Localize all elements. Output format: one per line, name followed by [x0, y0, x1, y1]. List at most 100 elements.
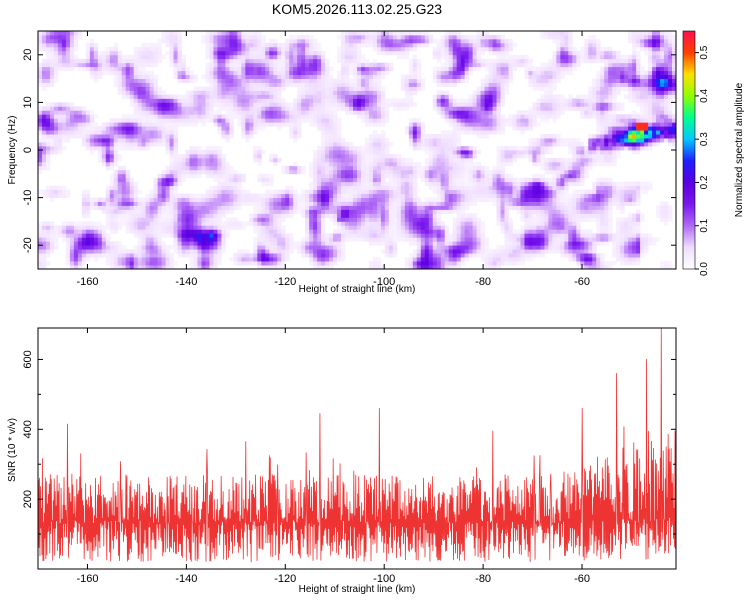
heatmap-cell — [121, 142, 127, 147]
heatmap-cell — [380, 138, 386, 143]
heatmap-cell — [488, 130, 493, 135]
heatmap-cell — [468, 130, 474, 135]
heatmap-cell — [133, 245, 139, 250]
heatmap-cell — [321, 126, 326, 131]
heatmap-cell — [297, 102, 302, 107]
heatmap-cell — [376, 150, 382, 155]
heatmap-cell — [349, 209, 354, 214]
heatmap-cell — [161, 185, 166, 191]
heatmap-cell — [376, 169, 382, 175]
heatmap-cell — [189, 245, 194, 250]
heatmap-cell — [345, 153, 350, 159]
heatmap-cell — [237, 74, 242, 79]
heatmap-cell — [181, 102, 186, 107]
heatmap-cell — [392, 221, 398, 226]
heatmap-cell — [41, 161, 47, 167]
heatmap-cell — [177, 153, 182, 159]
heatmap-cell — [289, 58, 294, 64]
heatmap-cell — [229, 102, 234, 107]
heatmap-cell — [392, 157, 398, 163]
heatmap-cell — [189, 169, 194, 175]
heatmap-cell — [309, 237, 314, 242]
heatmap-cell — [476, 114, 482, 119]
heatmap-cell — [89, 46, 95, 52]
heatmap-cell — [333, 134, 338, 139]
heatmap-cell — [229, 185, 234, 191]
heatmap-cell — [309, 201, 314, 206]
heatmap-cell — [448, 233, 454, 238]
heatmap-cell — [81, 237, 87, 242]
heatmap-cell — [372, 78, 378, 83]
heatmap-cell — [133, 142, 139, 147]
heatmap-cell — [313, 102, 318, 107]
heatmap-cell — [45, 110, 51, 115]
heatmap-cell — [225, 221, 230, 226]
heatmap-cell — [141, 261, 147, 266]
heatmap-cell — [177, 161, 182, 167]
heatmap-cell — [484, 114, 489, 119]
heatmap-cell — [329, 142, 334, 147]
heatmap-cell — [321, 130, 326, 135]
heatmap-cell — [364, 118, 370, 123]
heatmap-cell — [357, 114, 362, 119]
heatmap-cell — [221, 46, 226, 52]
heatmap-cell — [209, 74, 214, 79]
heatmap-cell — [269, 217, 274, 222]
heatmap-cell — [329, 173, 334, 179]
heatmap-cell — [117, 66, 123, 72]
heatmap-cell — [141, 233, 147, 238]
heatmap-cell — [213, 98, 218, 103]
heatmap-cell — [201, 253, 206, 258]
heatmap-cell — [105, 161, 111, 167]
heatmap-cell — [245, 86, 250, 91]
heatmap-cell — [384, 142, 390, 147]
heatmap-cell — [273, 86, 278, 91]
heatmap-cell — [384, 217, 390, 222]
heatmap-cell — [416, 265, 422, 269]
heatmap-cell — [325, 177, 330, 183]
heatmap-cell — [345, 161, 350, 167]
heatmap-cell — [492, 34, 497, 40]
heatmap-cell — [201, 257, 206, 262]
heatmap-cell — [456, 261, 462, 266]
heatmap-cell — [404, 38, 410, 44]
heatmap-cell — [301, 94, 306, 99]
heatmap-cell — [357, 31, 362, 36]
heatmap-cell — [357, 213, 362, 218]
heatmap-cell — [38, 66, 43, 72]
heatmap-cell — [149, 249, 155, 254]
heatmap-cell — [45, 253, 51, 258]
heatmap-cell — [157, 237, 163, 242]
heatmap-cell — [357, 98, 362, 103]
heatmap-cell — [41, 70, 47, 76]
heatmap-cell — [436, 169, 442, 175]
heatmap-cell — [69, 110, 75, 115]
heatmap-cell — [380, 177, 386, 183]
heatmap-cell — [388, 181, 394, 187]
heatmap-cell — [213, 173, 218, 179]
heatmap-cell — [173, 134, 178, 139]
heatmap-cell — [333, 205, 338, 210]
heatmap-cell — [337, 209, 342, 214]
heatmap-cell — [281, 169, 286, 175]
heatmap-cell — [289, 102, 294, 107]
heatmap-cell — [285, 114, 290, 119]
heatmap-cell — [341, 50, 346, 56]
heatmap-cell — [257, 38, 262, 44]
heatmap-cell — [416, 213, 422, 218]
heatmap-cell — [468, 46, 474, 52]
heatmap-cell — [321, 82, 326, 87]
heatmap-cell — [129, 138, 135, 143]
heatmap-cell — [337, 98, 342, 103]
heatmap-cell — [428, 205, 434, 210]
heatmap-cell — [297, 209, 302, 214]
heatmap-cell — [221, 66, 226, 72]
heatmap-cell — [177, 50, 182, 56]
heatmap-cell — [241, 58, 246, 64]
heatmap-cell — [93, 205, 99, 210]
heatmap-cell — [129, 78, 135, 83]
heatmap-cell — [277, 221, 282, 226]
heatmap-cell — [209, 201, 214, 206]
heatmap-cell — [364, 221, 370, 226]
heatmap-cell — [372, 102, 378, 107]
